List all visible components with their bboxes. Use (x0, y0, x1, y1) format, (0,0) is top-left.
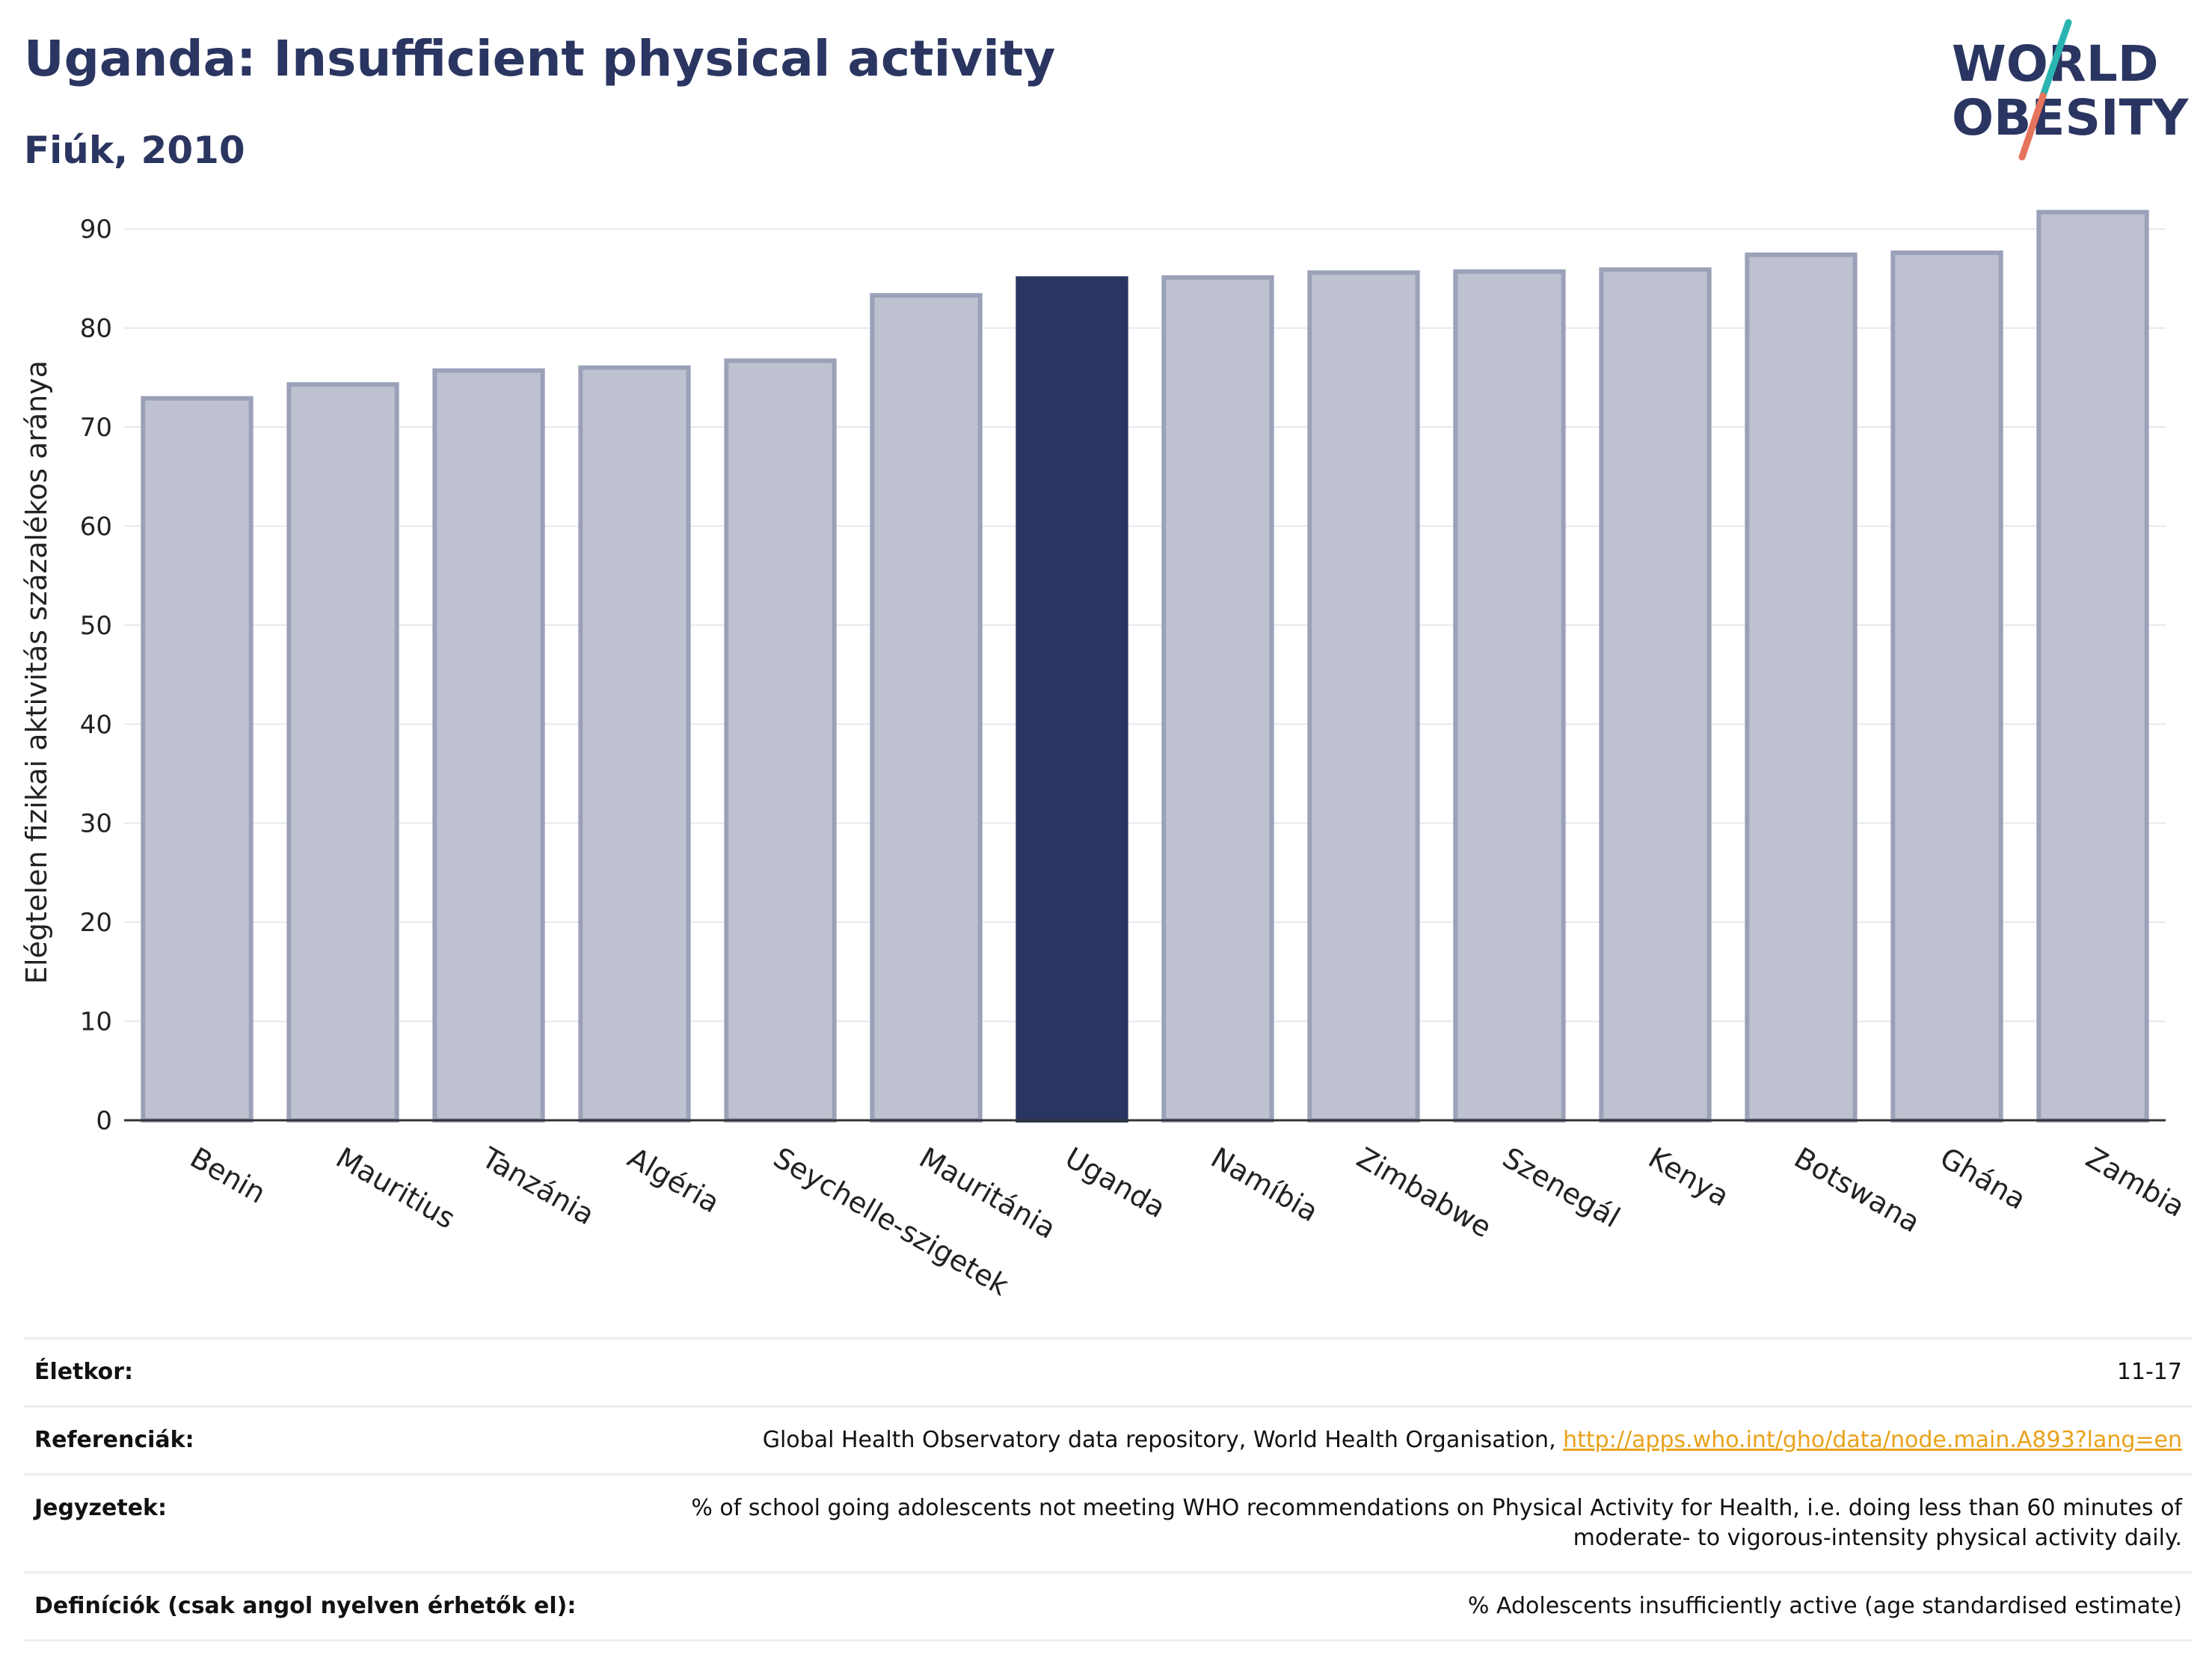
info-table: Életkor: 11-17 Referenciák: Global Healt… (24, 1337, 2193, 1642)
info-row-definitions: Definíciók (csak angol nyelven érhetők e… (24, 1572, 2193, 1641)
y-tick-label: 0 (96, 1106, 112, 1136)
gridlines (124, 228, 2166, 1022)
y-tick-label: 10 (80, 1007, 112, 1037)
x-tick-label: Mauritius (331, 1141, 461, 1235)
notes-line-1: % of school going adolescents not meetin… (691, 1495, 2182, 1521)
y-tick-label: 90 (80, 215, 112, 245)
bar-mauritius[interactable] (286, 382, 399, 1123)
bar-nam-bia[interactable] (1161, 275, 1274, 1123)
y-tick-label: 60 (80, 512, 112, 541)
world-obesity-logo: WORLD OBESITY (1952, 19, 2190, 161)
y-axis-title: Elégtelen fizikai aktivitás százalékos a… (20, 360, 53, 984)
bars (141, 209, 2149, 1123)
notes-label: Jegyzetek: (34, 1495, 167, 1521)
references-value: Global Health Observatory data repositor… (613, 1407, 2193, 1475)
y-tick-label: 80 (80, 314, 112, 344)
age-label: Életkor: (34, 1359, 134, 1385)
bar-szeneg-l[interactable] (1453, 269, 1566, 1123)
info-row-age: Életkor: 11-17 (24, 1338, 2193, 1407)
x-tick-label: Tanzánia (476, 1140, 600, 1231)
bar-uganda[interactable] (1016, 276, 1128, 1123)
x-tick-label: Namíbia (1205, 1141, 1324, 1229)
x-tick-label: Seychelle-szigetek (768, 1141, 1014, 1302)
x-tick-label: Zimbabwe (1351, 1141, 1497, 1244)
logo-slash-coral (2018, 92, 2047, 161)
page-title: Uganda: Insufficient physical activity (24, 30, 1056, 87)
x-tick-label: Ghána (1935, 1141, 2032, 1216)
bar-gh-na[interactable] (1890, 250, 2003, 1123)
x-tick-label: Algéria (622, 1141, 725, 1220)
x-tick-label: Benin (185, 1141, 271, 1210)
bar-botswana[interactable] (1745, 252, 1858, 1123)
bar-zimbabwe[interactable] (1307, 270, 1420, 1123)
y-tick-label: 30 (80, 809, 112, 839)
info-row-references: Referenciák: Global Health Observatory d… (24, 1406, 2193, 1475)
notes-value: % of school going adolescents not meetin… (613, 1475, 2193, 1573)
y-tick-label: 70 (80, 413, 112, 443)
bar-maurit-nia[interactable] (870, 292, 983, 1123)
x-tick-label: Kenya (1643, 1141, 1735, 1213)
logo-slash-teal (2039, 19, 2072, 99)
references-label: Referenciák: (34, 1427, 194, 1453)
bar-alg-ria[interactable] (578, 365, 691, 1123)
bar-benin[interactable] (141, 396, 254, 1123)
y-tick-label: 40 (80, 710, 112, 740)
references-link[interactable]: http://apps.who.int/gho/data/node.main.A… (1563, 1427, 2182, 1453)
bar-chart: 0 10 20 30 40 50 60 70 80 90 Benin Mauritius Tanzáni… (20, 209, 2190, 1302)
notes-line-2: moderate- to vigorous-intensity physical… (1573, 1525, 2182, 1551)
y-tick-label: 20 (80, 908, 112, 938)
references-text: Global Health Observatory data repositor… (762, 1427, 1564, 1453)
info-row-notes: Jegyzetek: % of school going adolescents… (24, 1474, 2193, 1573)
logo-line-2: OBESITY (1952, 89, 2190, 147)
bar-kenya[interactable] (1599, 267, 1712, 1123)
x-tick-label: Uganda (1060, 1141, 1171, 1224)
x-tick-label: Zambia (2080, 1141, 2190, 1223)
bar-seychelle-szigetek[interactable] (724, 358, 837, 1123)
definitions-value: % Adolescents insufficiently active (age… (1467, 1593, 2182, 1619)
x-tick-label: Botswana (1789, 1141, 1926, 1239)
page-subtitle: Fiúk, 2010 (24, 129, 245, 172)
age-value: 11-17 (2116, 1359, 2182, 1385)
x-tick-label: Szenegál (1497, 1141, 1626, 1235)
bar-tanz-nia[interactable] (432, 368, 545, 1123)
definitions-label: Definíciók (csak angol nyelven érhetők e… (34, 1593, 577, 1619)
y-tick-label: 50 (80, 611, 112, 641)
bar-zambia[interactable] (2036, 209, 2149, 1123)
